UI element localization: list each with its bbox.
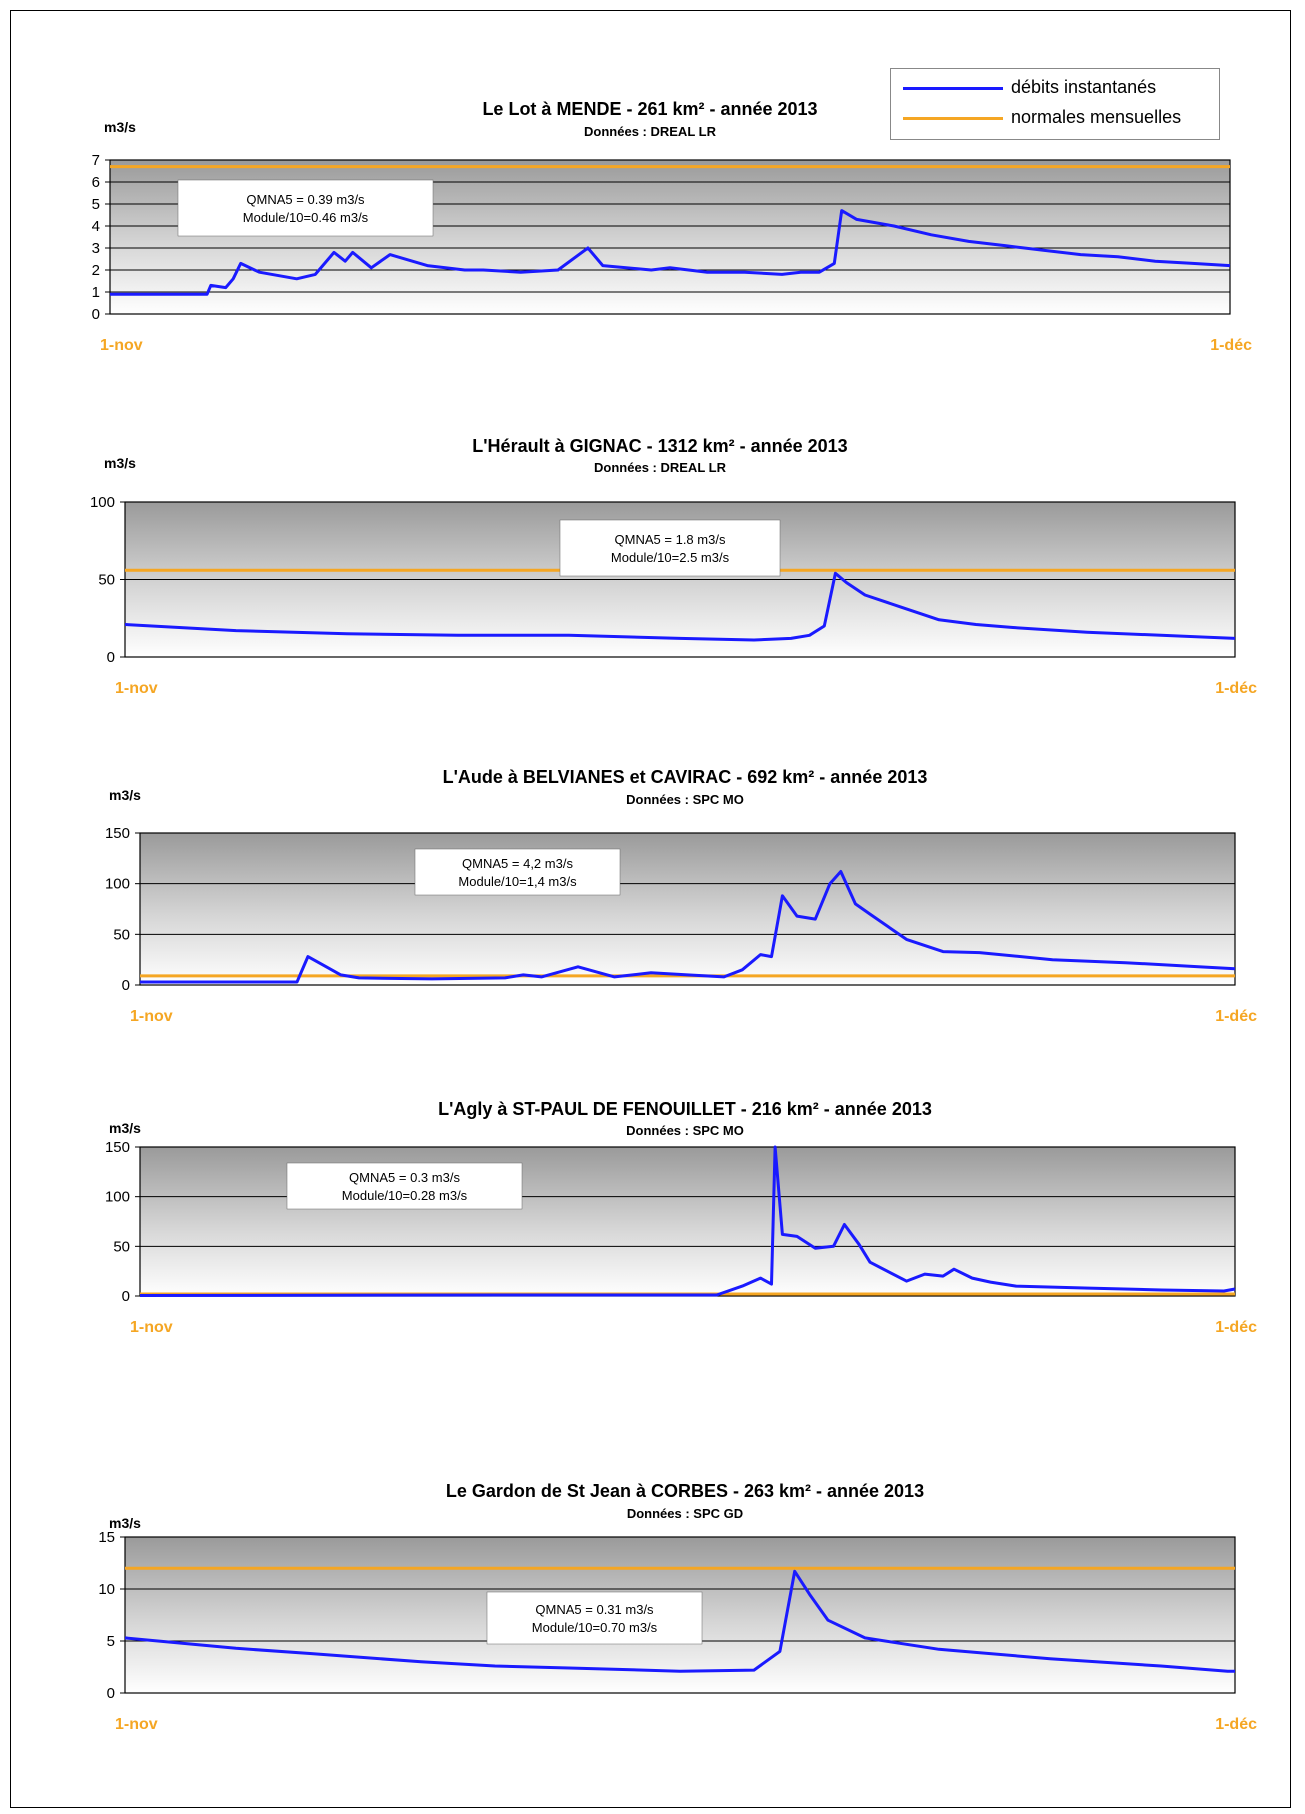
annotation-module: Module/10=1,4 m3/s bbox=[458, 874, 577, 889]
x-end-label: 1-déc bbox=[1215, 1319, 1257, 1336]
plot-border bbox=[109, 159, 1231, 315]
annotation-qmna5: QMNA5 = 1.8 m3/s bbox=[615, 532, 726, 547]
chart-3: 0 50 100 150 QMNA5 = 4,2 m3/s Module/10=1,4 m… bbox=[105, 767, 1257, 1025]
chart-subtitle: Données : SPC GD bbox=[627, 1506, 743, 1521]
chart-4: 0 50 100 150 QMNA5 = 0.3 m3/s Module/10=0.28 … bbox=[105, 1099, 1257, 1336]
y-tick-label: 150 bbox=[105, 825, 130, 842]
chart-title: Le Gardon de St Jean à CORBES - 263 km² … bbox=[446, 1481, 924, 1501]
y-tick-label: 7 bbox=[92, 152, 100, 169]
page-frame bbox=[10, 10, 1291, 1808]
x-end-label: 1-déc bbox=[1215, 680, 1257, 697]
x-start-label: 1-nov bbox=[130, 1319, 173, 1336]
legend-swatch-instant bbox=[903, 87, 1003, 90]
legend-label-instant: débits instantanés bbox=[1011, 77, 1157, 97]
annotation-qmna5: QMNA5 = 0.39 m3/s bbox=[246, 192, 365, 207]
x-start-label: 1-nov bbox=[115, 1716, 158, 1733]
y-axis-label: m3/s bbox=[104, 455, 136, 471]
y-axis-label: m3/s bbox=[109, 787, 141, 803]
y-tick-label: 0 bbox=[122, 1288, 130, 1305]
chart-2: 0 50 100 QMNA5 = 1.8 m3/s Module/10=2.5 m3/s… bbox=[90, 436, 1257, 697]
annotation-qmna5: QMNA5 = 0.3 m3/s bbox=[349, 1170, 460, 1185]
chart-subtitle: Données : DREAL LR bbox=[584, 124, 717, 139]
legend: débits instantanés normales mensuelles bbox=[890, 68, 1220, 140]
x-end-label: 1-déc bbox=[1215, 1716, 1257, 1733]
chart-subtitle: Données : SPC MO bbox=[626, 792, 744, 807]
annotation-box bbox=[486, 1591, 703, 1645]
x-end-label: 1-déc bbox=[1215, 1008, 1257, 1025]
annotation-qmna5: QMNA5 = 0.31 m3/s bbox=[535, 1602, 654, 1617]
y-tick-label: 0 bbox=[107, 1685, 115, 1702]
legend-swatch-normals bbox=[903, 117, 1003, 120]
y-tick-label: 10 bbox=[98, 1581, 115, 1598]
series-line bbox=[124, 571, 1236, 642]
y-tick-label: 6 bbox=[92, 174, 100, 191]
y-tick-label: 3 bbox=[92, 240, 100, 257]
y-tick-label: 0 bbox=[122, 977, 130, 994]
chart-title: L'Agly à ST-PAUL DE FENOUILLET - 216 km²… bbox=[438, 1099, 932, 1119]
annotation-box bbox=[414, 848, 621, 896]
chart-subtitle: Données : DREAL LR bbox=[594, 460, 727, 475]
y-tick-label: 100 bbox=[90, 494, 115, 511]
x-end-label: 1-déc bbox=[1210, 337, 1252, 354]
y-tick-label: 0 bbox=[92, 306, 100, 323]
y-axis-label: m3/s bbox=[109, 1515, 141, 1531]
y-tick-label: 50 bbox=[98, 572, 115, 589]
y-tick-label: 4 bbox=[92, 218, 100, 235]
y-axis-label: m3/s bbox=[104, 119, 136, 135]
y-tick-label: 50 bbox=[113, 1238, 130, 1255]
chart-title: Le Lot à MENDE - 261 km² - année 2013 bbox=[482, 99, 817, 119]
chart-subtitle: Données : SPC MO bbox=[626, 1123, 744, 1138]
y-tick-label: 5 bbox=[107, 1633, 115, 1650]
x-start-label: 1-nov bbox=[115, 680, 158, 697]
y-tick-label: 50 bbox=[113, 926, 130, 943]
series-line bbox=[140, 870, 1236, 984]
annotation-qmna5: QMNA5 = 4,2 m3/s bbox=[462, 856, 573, 871]
annotation-box bbox=[177, 179, 434, 237]
y-tick-label: 100 bbox=[105, 876, 130, 893]
y-tick-label: 2 bbox=[92, 262, 100, 279]
annotation-module: Module/10=0.70 m3/s bbox=[532, 1620, 658, 1635]
chart-title: L'Hérault à GIGNAC - 1312 km² - année 20… bbox=[472, 436, 847, 456]
y-tick-label: 100 bbox=[105, 1189, 130, 1206]
legend-item-normals: normales mensuelles bbox=[891, 103, 1219, 133]
y-tick-label: 0 bbox=[107, 649, 115, 666]
legend-item-instant: débits instantanés bbox=[891, 73, 1219, 103]
annotation-module: Module/10=2.5 m3/s bbox=[611, 550, 730, 565]
series-line bbox=[110, 209, 1231, 296]
x-start-label: 1-nov bbox=[130, 1008, 173, 1025]
y-axis-label: m3/s bbox=[109, 1120, 141, 1136]
chart-title: L'Aude à BELVIANES et CAVIRAC - 692 km² … bbox=[443, 767, 928, 787]
y-tick-label: 1 bbox=[92, 284, 100, 301]
annotation-box bbox=[559, 519, 781, 577]
series-line bbox=[124, 1569, 1235, 1673]
y-tick-label: 5 bbox=[92, 196, 100, 213]
chart-5: 0 5 10 15 QMNA5 = 0.31 m3/s Module/10=0.70 m3… bbox=[98, 1481, 1257, 1733]
series-line bbox=[139, 1145, 1236, 1297]
annotation-box bbox=[286, 1162, 523, 1210]
annotation-module: Module/10=0.46 m3/s bbox=[243, 210, 369, 225]
legend-label-normals: normales mensuelles bbox=[1011, 107, 1182, 127]
y-tick-label: 150 bbox=[105, 1139, 130, 1156]
plot-border bbox=[124, 1536, 1236, 1694]
plot-border bbox=[139, 832, 1236, 986]
plot-border bbox=[124, 501, 1236, 658]
y-tick-label: 15 bbox=[98, 1529, 115, 1546]
x-start-label: 1-nov bbox=[100, 337, 143, 354]
chart-1: 0 1 2 3 4 5 6 7 QMNA5 = 0.39 m3/s Module/10=0.46 … bbox=[92, 99, 1252, 354]
annotation-module: Module/10=0.28 m3/s bbox=[342, 1188, 468, 1203]
